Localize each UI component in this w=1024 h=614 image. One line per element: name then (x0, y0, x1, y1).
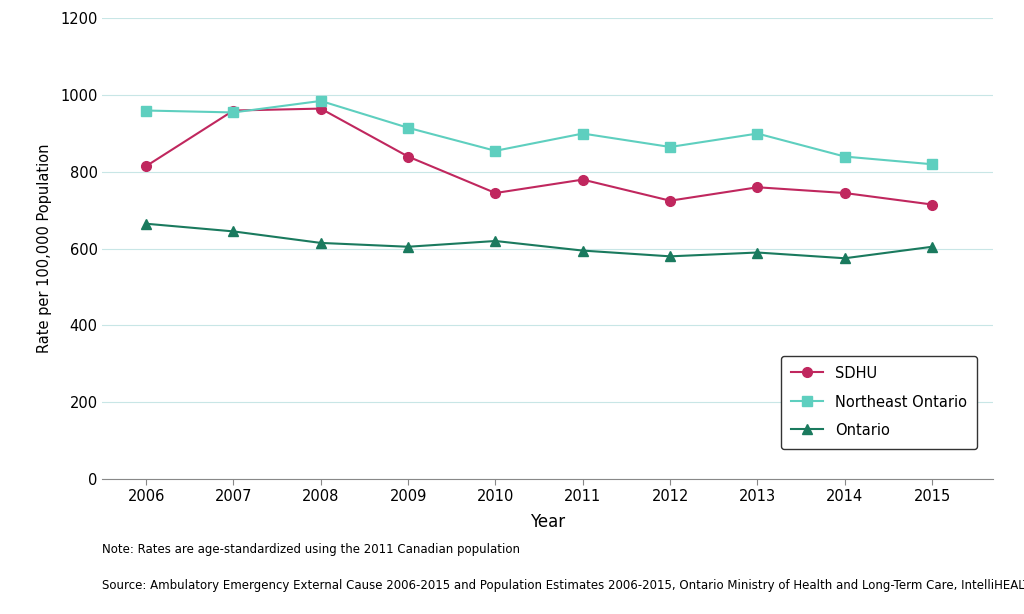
Northeast Ontario (839, 153, 851, 160)
SDHU (227, 107, 240, 114)
Text: Source: Ambulatory Emergency External Cause 2006-2015 and Population Estimates 2: Source: Ambulatory Emergency External Ca… (102, 580, 1024, 593)
Legend: SDHU, Northeast Ontario, Ontario: SDHU, Northeast Ontario, Ontario (781, 356, 977, 449)
SDHU (402, 153, 415, 160)
Northeast Ontario (140, 107, 153, 114)
Ontario (839, 255, 851, 262)
SDHU (839, 189, 851, 196)
Northeast Ontario (402, 124, 415, 131)
Ontario (489, 237, 502, 244)
Ontario (227, 228, 240, 235)
Ontario (664, 253, 676, 260)
Ontario (926, 243, 938, 251)
SDHU (664, 197, 676, 204)
X-axis label: Year: Year (530, 513, 565, 530)
SDHU (314, 105, 327, 112)
Line: Ontario: Ontario (141, 219, 937, 263)
SDHU (752, 184, 764, 191)
Northeast Ontario (314, 97, 327, 104)
Northeast Ontario (227, 109, 240, 116)
SDHU (489, 189, 502, 196)
Northeast Ontario (489, 147, 502, 155)
Ontario (752, 249, 764, 256)
SDHU (577, 176, 589, 183)
Line: Northeast Ontario: Northeast Ontario (141, 96, 937, 169)
Northeast Ontario (577, 130, 589, 138)
SDHU (140, 163, 153, 170)
Northeast Ontario (664, 143, 676, 150)
Ontario (314, 239, 327, 247)
Text: Note: Rates are age-standardized using the 2011 Canadian population: Note: Rates are age-standardized using t… (102, 543, 520, 556)
Northeast Ontario (926, 160, 938, 168)
Ontario (402, 243, 415, 251)
Ontario (140, 220, 153, 227)
Northeast Ontario (752, 130, 764, 138)
Line: SDHU: SDHU (141, 104, 937, 209)
SDHU (926, 201, 938, 208)
Y-axis label: Rate per 100,000 Population: Rate per 100,000 Population (37, 144, 52, 354)
Ontario (577, 247, 589, 254)
